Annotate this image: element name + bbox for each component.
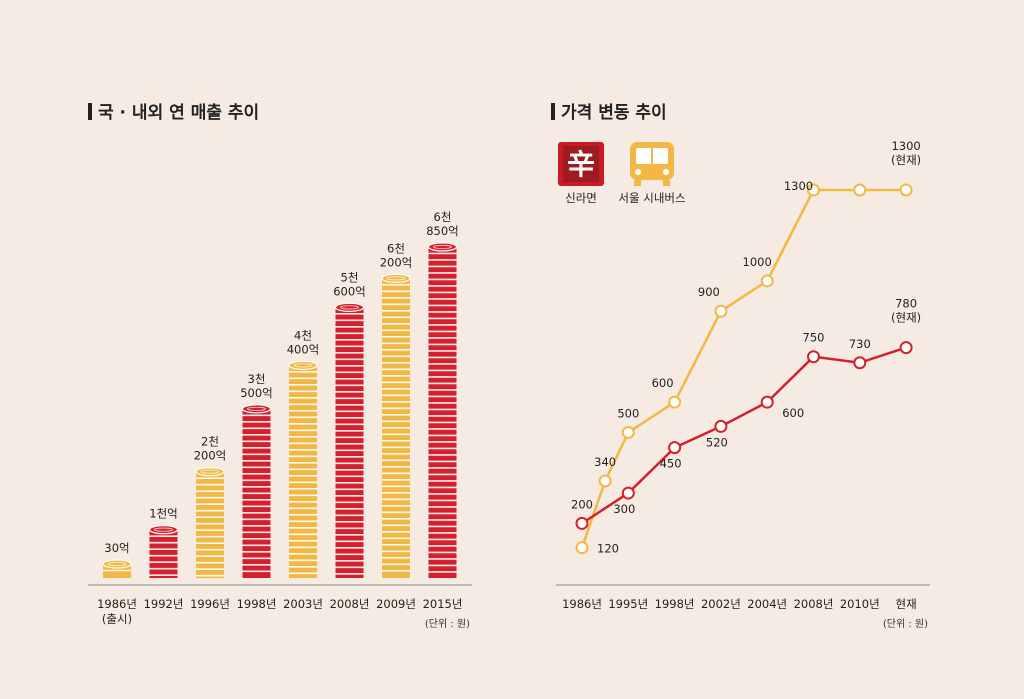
bar-value-label: 30억 [104, 541, 129, 555]
data-point [621, 425, 635, 439]
bar-value-label: 200억 [380, 255, 413, 269]
bar-value-label: 600억 [333, 284, 366, 298]
bar-5 [334, 302, 365, 578]
bar-value-label: 6천 [434, 210, 452, 224]
point-value-label: 750 [803, 331, 825, 345]
lines-group: 1986년 1995년 1998년 2002년 2004년 2008년 2010년 현재 120… [562, 139, 921, 611]
x-tick-label: 2010년 [840, 597, 880, 611]
left-unit-label: (단위 : 원) [425, 617, 470, 630]
legend-bus: 서울 시내버스 [618, 142, 686, 205]
bar-category-label: 2008년 [330, 597, 370, 611]
data-point [668, 441, 682, 455]
bar-4 [288, 360, 318, 578]
point-value-label: 780 [895, 297, 917, 311]
bar-value-label: 200억 [194, 449, 227, 463]
x-tick-label: 1995년 [608, 597, 648, 611]
bar-category-label: 2003년 [283, 597, 323, 611]
right-chart-title: 가격 변동 추이 [551, 98, 667, 123]
bars-group: 30억1986년(출시)1천억1992년2천200억1996년3천500억199… [97, 210, 462, 626]
point-value-label: (현재) [891, 311, 921, 325]
right-unit-label: (단위 : 원) [883, 617, 928, 630]
bar-value-label: 5천 [341, 270, 359, 284]
x-tick-label: 2008년 [794, 597, 834, 611]
bar-2 [195, 467, 225, 578]
series-line [581, 346, 907, 525]
data-point [598, 474, 612, 488]
bar-value-label: 500억 [240, 386, 273, 400]
data-point [668, 395, 682, 409]
data-point [899, 183, 913, 197]
bar-category-label: 1992년 [144, 597, 184, 611]
svg-text:辛: 辛 [567, 148, 595, 181]
bar-value-label: 400억 [287, 342, 320, 356]
x-tick-label: 1998년 [655, 597, 695, 611]
bar-value-label: 1천억 [149, 507, 177, 521]
point-value-label: 1000 [743, 255, 772, 269]
data-point [575, 516, 589, 530]
legend-bus-label: 서울 시내버스 [618, 191, 685, 205]
x-tick-label: 1986년 [562, 597, 602, 611]
point-value-label: 900 [698, 285, 720, 299]
point-value-label: 200 [571, 497, 593, 511]
bar-category-label: 2009년 [376, 597, 416, 611]
point-value-label: 600 [652, 376, 674, 390]
bar-category-label: 2015년 [423, 597, 463, 611]
bar-value-label: 850억 [426, 224, 459, 238]
point-value-label: 300 [613, 502, 635, 516]
data-point [807, 350, 820, 364]
bar-category-label: 1996년 [190, 597, 230, 611]
point-value-label: 1300 [784, 179, 813, 193]
point-value-label: 120 [597, 542, 619, 556]
data-point [621, 486, 635, 500]
x-tick-label: 현재 [896, 597, 917, 611]
left-chart-title: 국 · 내외 연 매출 추이 [88, 98, 259, 123]
bar-value-label: 6천 [387, 241, 405, 255]
bar-value-label: 3천 [248, 372, 266, 386]
x-tick-label: 2002년 [701, 597, 741, 611]
bar-0 [102, 559, 132, 578]
point-value-label: (현재) [891, 153, 921, 167]
data-point [714, 419, 728, 433]
data-point [575, 541, 589, 555]
legend-ramen: 辛 신라면 [558, 142, 604, 205]
data-point [807, 183, 820, 197]
data-point [760, 395, 774, 409]
data-point [853, 183, 867, 197]
bar-category-label: 1986년 [97, 597, 137, 611]
data-point [899, 341, 913, 355]
ramen-package-icon: 辛 [558, 142, 604, 186]
point-value-label: 730 [849, 337, 871, 351]
bar-category-label: 1998년 [237, 597, 277, 611]
data-point [714, 304, 728, 318]
point-value-label: 340 [594, 455, 616, 469]
series-ramen: 200 300 450 520 600 750 730 780(현재) [571, 297, 921, 530]
data-point [760, 274, 774, 288]
bar-1 [148, 525, 179, 578]
point-value-label: 450 [660, 457, 682, 471]
bar-7 [427, 242, 458, 578]
x-tick-label: 2004년 [747, 597, 787, 611]
bar-category-sublabel: (출시) [102, 612, 132, 626]
point-value-label: 500 [617, 406, 639, 420]
bar-value-label: 2천 [201, 435, 219, 449]
point-value-label: 1300 [891, 139, 920, 153]
bus-icon [630, 142, 674, 186]
legend-ramen-label: 신라면 [565, 191, 597, 205]
bar-6 [381, 273, 411, 578]
bar-value-label: 4천 [294, 328, 312, 342]
point-value-label: 520 [706, 435, 728, 449]
bar-3 [241, 404, 272, 578]
point-value-label: 600 [782, 406, 804, 420]
data-point [853, 356, 867, 370]
